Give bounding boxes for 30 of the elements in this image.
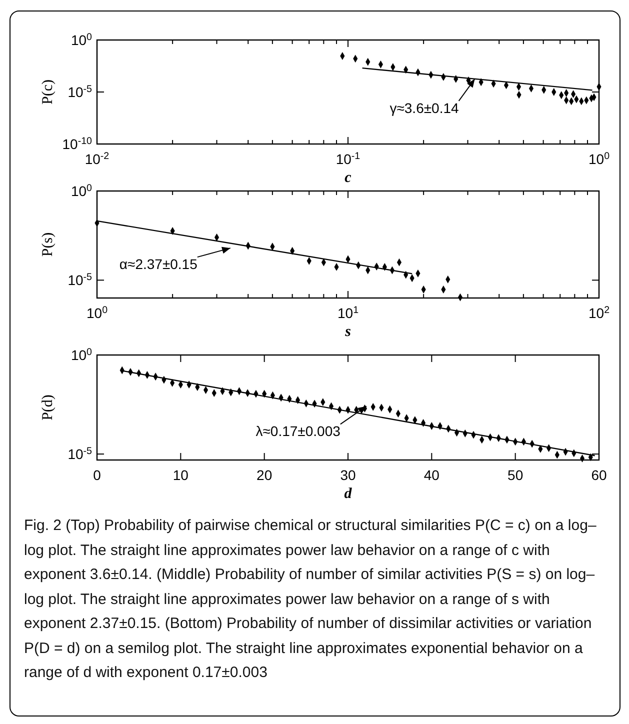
- y-tick-label: 10$^{-5}$: [68, 272, 93, 288]
- annotation: γ≈3.6±0.14: [390, 100, 460, 116]
- annotation: α≈2.37±0.15: [119, 256, 198, 272]
- x-tick-label: 10$^{-2}$: [84, 150, 110, 167]
- x-tick-label: 10$^{-1}$: [336, 150, 360, 167]
- x-tick-label: 10$^{0}$: [86, 304, 108, 321]
- x-tick-label: 10$^{1}$: [337, 304, 359, 321]
- x-tick-label: 30: [340, 467, 356, 483]
- y-tick-label: 10$^{-10}$: [62, 136, 93, 152]
- x-tick-label: 50: [508, 467, 524, 483]
- y-axis-title: P(d): [40, 394, 56, 420]
- annotation: λ≈0.17±0.003: [256, 423, 341, 440]
- x-tick-label: 0: [93, 467, 102, 483]
- x-axis-title: d: [344, 486, 352, 502]
- y-axis-title: P(s): [40, 232, 56, 257]
- x-tick-label: 40: [424, 467, 440, 483]
- x-tick-label: 20: [256, 467, 272, 483]
- x-tick-label: 10$^{2}$: [588, 304, 610, 321]
- y-tick-label: 10$^{0}$: [70, 346, 93, 363]
- x-tick-label: 10$^{0}$: [588, 150, 610, 167]
- x-axis-title: s: [344, 324, 352, 340]
- y-tick-label: 10$^{0}$: [70, 32, 93, 48]
- y-axis-title: P(c): [40, 80, 56, 104]
- x-axis-title: c: [344, 170, 352, 186]
- x-tick-label: 60: [591, 467, 607, 483]
- y-tick-label: 10$^{0}$: [70, 182, 93, 199]
- caption: Fig. 2 (Top) Probability of pairwise chemical or structural similarities P(C = c) on a log–log plot. The straight line approximates power law behavior on a range of c with exponent 3.6±0.14. (Middle) Probability of number of similar activities P(S = s) on log–log plot. The straight line approximates power law behavior on a range of s with exponent 2.37±0.15. (Bottom) Probability of number of dissimilar activities or variation P(D = d) on a semilog plot. The straight line approximates exponential behavior on a range of d with exponent 0.17±0.003: [24, 516, 598, 683]
- y-tick-label: 10$^{-5}$: [68, 84, 93, 100]
- y-tick-label: 10$^{-5}$: [68, 446, 93, 462]
- x-tick-label: 10: [172, 467, 189, 483]
